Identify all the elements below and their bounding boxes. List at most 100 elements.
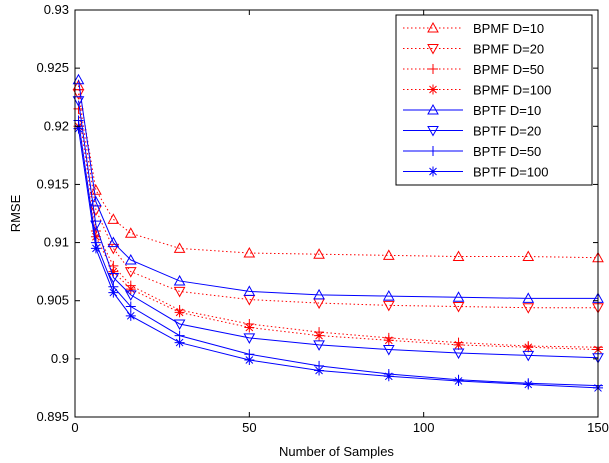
y-tick-label: 0.92 bbox=[44, 118, 69, 133]
marker-triangle-down bbox=[382, 300, 395, 312]
marker-asterisk bbox=[383, 371, 394, 382]
marker-asterisk bbox=[90, 231, 101, 242]
marker-asterisk bbox=[453, 375, 464, 386]
marker-asterisk bbox=[428, 166, 438, 177]
marker-triangle-up bbox=[107, 213, 120, 224]
marker-asterisk bbox=[244, 355, 255, 366]
legend-label: BPMF D=10 bbox=[473, 21, 544, 36]
legend-label: BPMF D=50 bbox=[473, 62, 544, 77]
series-line bbox=[77, 79, 598, 299]
marker-triangle-down bbox=[427, 44, 439, 55]
legend-item: BPMF D=10 bbox=[403, 21, 544, 36]
marker-triangle-down bbox=[427, 126, 439, 137]
marker-triangle-up bbox=[243, 247, 256, 258]
x-tick-label: 150 bbox=[587, 420, 609, 435]
series-line bbox=[77, 85, 599, 259]
marker-asterisk bbox=[174, 337, 185, 348]
marker-triangle-down bbox=[72, 96, 85, 107]
legend-label: BPTF D=20 bbox=[473, 124, 541, 139]
legend-box bbox=[395, 14, 593, 186]
legend-item: BPMF D=20 bbox=[403, 42, 544, 57]
marker-triangle-down bbox=[382, 345, 395, 356]
marker-plus bbox=[428, 146, 438, 156]
marker-asterisk bbox=[108, 287, 119, 298]
legend-label: BPMF D=100 bbox=[473, 83, 551, 98]
y-tick-label: 0.93 bbox=[44, 2, 69, 17]
marker-triangle-up bbox=[90, 184, 102, 195]
marker-asterisk bbox=[523, 379, 534, 390]
x-tick-label: 50 bbox=[242, 420, 256, 435]
marker-asterisk bbox=[90, 243, 101, 254]
y-tick-label: 0.905 bbox=[36, 293, 69, 308]
marker-triangle-up bbox=[382, 249, 395, 260]
legend-item: BPTF D=20 bbox=[403, 124, 541, 139]
marker-triangle-up bbox=[72, 73, 85, 85]
marker-triangle-down bbox=[107, 272, 120, 284]
y-tick-label: 0.895 bbox=[36, 409, 69, 424]
marker-triangle-up bbox=[427, 103, 439, 115]
marker-triangle-up bbox=[313, 288, 325, 300]
x-axis-label: Number of Samples bbox=[279, 444, 394, 459]
marker-triangle-up bbox=[452, 250, 465, 262]
series-bptf-d-20 bbox=[72, 96, 604, 364]
series-bptf-d-100 bbox=[73, 123, 603, 393]
legend-item: BPMF D=50 bbox=[403, 62, 544, 77]
plot-area-frame bbox=[74, 9, 599, 418]
legend-label: BPMF D=20 bbox=[473, 42, 544, 57]
marker-triangle-up bbox=[124, 227, 137, 238]
y-tick-label: 0.925 bbox=[36, 60, 69, 75]
legend-label: BPTF D=10 bbox=[473, 103, 541, 118]
marker-triangle-up bbox=[522, 250, 535, 262]
marker-triangle-down bbox=[452, 348, 465, 360]
marker-triangle-down bbox=[522, 350, 535, 362]
marker-triangle-up bbox=[90, 195, 102, 207]
marker-triangle-up bbox=[427, 21, 439, 33]
marker-asterisk bbox=[73, 123, 84, 134]
marker-asterisk bbox=[174, 307, 185, 318]
legend-item: BPTF D=50 bbox=[403, 144, 541, 159]
marker-triangle-up bbox=[382, 290, 395, 301]
marker-asterisk bbox=[428, 84, 438, 95]
legend-item: BPTF D=10 bbox=[403, 103, 541, 118]
marker-asterisk bbox=[383, 335, 394, 346]
marker-asterisk bbox=[314, 365, 325, 376]
marker-triangle-down bbox=[243, 333, 256, 344]
marker-triangle-down bbox=[522, 303, 535, 314]
axis-ticks: 0 50 100 150 0.895 0.9 0.905 0.91 0.915 0.92 0.925… bbox=[36, 2, 608, 435]
marker-asterisk bbox=[453, 339, 464, 350]
marker-triangle-down bbox=[313, 340, 325, 351]
marker-asterisk bbox=[314, 330, 325, 341]
marker-triangle-down bbox=[173, 286, 186, 298]
marker-plus bbox=[125, 301, 136, 312]
marker-triangle-up bbox=[173, 274, 186, 286]
marker-triangle-up bbox=[124, 253, 137, 265]
legend-label: BPTF D=100 bbox=[473, 165, 549, 180]
legend: BPMF D=10 BPMF D=20 BPMF D=50 BPMF D=100 BPT… bbox=[395, 14, 593, 186]
marker-asterisk bbox=[125, 310, 136, 321]
marker-triangle-down bbox=[124, 290, 137, 301]
marker-asterisk bbox=[125, 284, 136, 295]
marker-plus bbox=[428, 64, 438, 74]
marker-triangle-up bbox=[107, 236, 120, 248]
marker-asterisk bbox=[244, 322, 255, 333]
marker-triangle-up bbox=[243, 285, 256, 296]
series-line bbox=[77, 93, 598, 309]
marker-triangle-up bbox=[173, 242, 186, 253]
marker-asterisk bbox=[108, 266, 119, 277]
marker-triangle-down bbox=[107, 243, 120, 255]
y-tick-label: 0.91 bbox=[44, 235, 69, 250]
marker-triangle-up bbox=[522, 292, 535, 303]
y-tick-label: 0.9 bbox=[51, 351, 69, 366]
marker-triangle-down bbox=[173, 319, 186, 331]
x-tick-label: 0 bbox=[71, 420, 78, 435]
y-tick-label: 0.915 bbox=[36, 176, 69, 191]
legend-label: BPTF D=50 bbox=[473, 144, 541, 159]
y-axis-label: RMSE bbox=[8, 194, 23, 232]
x-tick-label: 100 bbox=[413, 420, 435, 435]
marker-triangle-down bbox=[124, 267, 137, 278]
marker-asterisk bbox=[523, 342, 534, 353]
marker-triangle-up bbox=[452, 291, 465, 302]
series-line bbox=[77, 100, 599, 359]
series-line bbox=[77, 108, 599, 348]
